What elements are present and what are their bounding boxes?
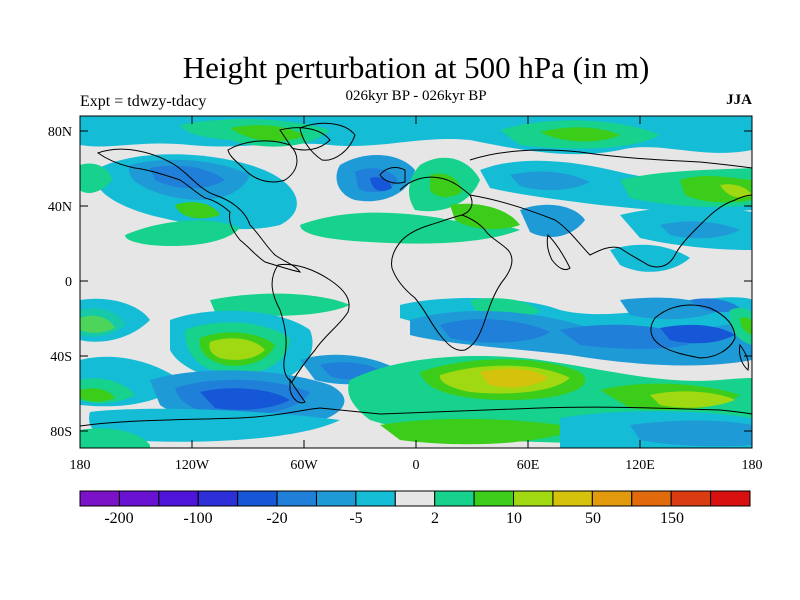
- lon-label-120e: 120E: [625, 458, 655, 473]
- colorbar-swatch: [118, 490, 160, 507]
- latitude-ticks: [80, 130, 752, 432]
- colorbar-label: 150: [660, 510, 684, 527]
- colorbar-swatch: [670, 490, 712, 507]
- colorbar-swatch: [276, 490, 317, 507]
- colorbar-swatch: [591, 490, 633, 507]
- lat-label-0: 0: [65, 275, 72, 290]
- colorbar-label: 2: [431, 510, 439, 527]
- colorbar-swatch: [237, 490, 278, 507]
- colorbar-swatch: [79, 490, 120, 507]
- colorbar-swatch: [513, 490, 554, 507]
- colorbar-swatch: [710, 490, 751, 507]
- colorbar-labels: -200 -100 -20 -5 2 10 50 150: [104, 510, 684, 527]
- experiment-label: Expt = tdwzy-tdacy: [80, 93, 207, 110]
- lon-label-0: 0: [413, 458, 420, 473]
- longitude-labels: 180 120W 60W 0 60E 120E 180: [70, 458, 763, 473]
- lat-label-80s: 80S: [50, 425, 72, 440]
- colorbar-swatch: [315, 490, 357, 507]
- colorbar-label: -20: [266, 510, 287, 527]
- colorbar-label: 10: [506, 510, 522, 527]
- lat-label-40n: 40N: [48, 200, 72, 215]
- coastlines: [80, 122, 752, 427]
- colorbar-swatch: [158, 490, 199, 507]
- plot-subtitle: 026kyr BP - 026kyr BP: [345, 88, 487, 104]
- colorbar-swatch: [394, 490, 436, 507]
- latitude-labels: 80N 40N 0 40S 80S: [48, 125, 72, 440]
- colorbar-swatch: [473, 490, 515, 507]
- colorbar-label: -200: [104, 510, 133, 527]
- colorbar-label: -5: [349, 510, 362, 527]
- season-label: JJA: [726, 92, 752, 108]
- colorbar-swatch: [197, 490, 239, 507]
- colorbar: [79, 490, 751, 507]
- lon-label-60e: 60E: [517, 458, 540, 473]
- lat-label-80n: 80N: [48, 125, 72, 140]
- colorbar-label: 50: [585, 510, 601, 527]
- lon-label-120w: 120W: [175, 458, 210, 473]
- colorbar-label: -100: [183, 510, 212, 527]
- colorbar-swatch: [552, 490, 593, 507]
- lon-label-180e: 180: [742, 458, 763, 473]
- colorbar-swatch: [434, 490, 475, 507]
- height-field: [80, 116, 752, 448]
- lon-label-60w: 60W: [290, 458, 318, 473]
- colorbar-swatch: [631, 490, 672, 507]
- lat-label-40s: 40S: [50, 350, 72, 365]
- colorbar-swatch: [355, 490, 396, 507]
- plot-title: Height perturbation at 500 hPa (in m): [182, 50, 650, 85]
- lon-label-180w: 180: [70, 458, 91, 473]
- longitude-ticks: [79, 116, 753, 448]
